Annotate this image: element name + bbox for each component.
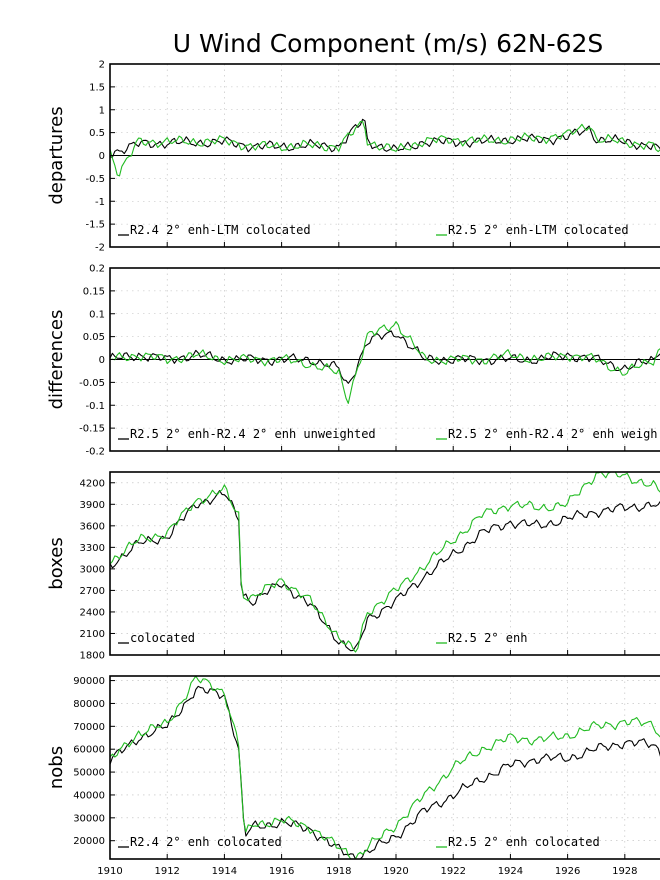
x-tick-label: 1920 <box>383 866 408 877</box>
legend-label: R2.5 2° enh <box>448 631 527 645</box>
x-tick-label: 1916 <box>269 866 294 877</box>
legend-label: R2.5 2° enh-LTM colocated <box>448 223 629 237</box>
y-tick-label: 0 <box>99 151 105 162</box>
y-tick-label: 1.5 <box>89 82 105 93</box>
legend-label: R2.4 2° enh-LTM colocated <box>130 223 311 237</box>
plot-frame <box>109 471 660 656</box>
series-line-a <box>109 685 660 860</box>
y-tick-label: -0.5 <box>85 174 105 185</box>
x-tick-label: 1926 <box>555 866 580 877</box>
panel-nobs: R2.4 2° enh colocated R2.5 2° enh colocat… <box>46 675 660 860</box>
y-tick-label: 2400 <box>80 607 105 618</box>
y-tick-label: 1 <box>99 105 105 116</box>
y-tick-label: 0.1 <box>89 309 105 320</box>
panel-differences: R2.5 2° enh-R2.4 2° enh unweighted R2.5 2… <box>46 264 660 458</box>
panel-boxes: colocated R2.5 2° enh 1800 2100 2400 2700 3000… <box>46 471 660 662</box>
series-line-a <box>109 118 660 158</box>
legend-label: R2.4 2° enh colocated <box>130 835 282 849</box>
y-tick-label: 60000 <box>73 745 105 756</box>
y-tick-label: -0.2 <box>85 447 105 458</box>
y-tick-label: -0.05 <box>79 378 105 389</box>
y-tick-label: 3000 <box>80 564 105 575</box>
series-line-b <box>109 675 660 860</box>
y-tick-label: 2 <box>99 60 105 71</box>
x-tick-label: 1912 <box>154 866 179 877</box>
y-tick-label: -1.5 <box>85 220 105 231</box>
y-tick-label: 2100 <box>80 629 105 640</box>
y-tick-label: 90000 <box>73 676 105 687</box>
chart-title: U Wind Component (m/s) 62N-62S <box>173 29 604 58</box>
y-tick-label: -1 <box>95 197 105 208</box>
y-tick-label: 0.05 <box>83 332 105 343</box>
y-tick-label: 1800 <box>80 651 105 662</box>
x-tick-label: 1910 <box>97 866 122 877</box>
y-tick-label: 2700 <box>80 586 105 597</box>
y-tick-label: 0.15 <box>83 286 105 297</box>
plot-frame <box>109 675 660 860</box>
x-tick-label: 1928 <box>612 866 637 877</box>
y-tick-label: 0.5 <box>89 128 105 139</box>
y-axis-label: differences <box>46 310 67 410</box>
series-line-a <box>109 330 660 384</box>
legend-label: R2.5 2° enh colocated <box>448 835 600 849</box>
y-tick-label: 30000 <box>73 813 105 824</box>
series-line-a <box>109 490 660 652</box>
x-tick-label: 1924 <box>498 866 523 877</box>
y-tick-label: 3900 <box>80 500 105 511</box>
y-tick-label: 80000 <box>73 699 105 710</box>
y-tick-label: -0.15 <box>79 424 105 435</box>
y-tick-label: 0.2 <box>89 264 105 275</box>
panels: R2.4 2° enh-LTM colocated R2.5 2° enh-LTM… <box>46 60 660 877</box>
y-tick-label: 70000 <box>73 722 105 733</box>
y-tick-label: 40000 <box>73 790 105 801</box>
y-tick-label: 3300 <box>80 543 105 554</box>
y-tick-label: 20000 <box>73 836 105 847</box>
y-tick-label: -0.1 <box>85 401 105 412</box>
y-tick-label: 4200 <box>80 478 105 489</box>
series-line-b <box>109 321 660 404</box>
series-line-b <box>109 471 660 653</box>
legend-label: R2.5 2° enh-R2.4 2° enh weigh <box>448 427 658 441</box>
y-axis-label: departures <box>46 106 67 204</box>
y-axis-label: nobs <box>46 746 67 789</box>
series-line-b <box>109 121 660 177</box>
legend-label: R2.5 2° enh-R2.4 2° enh unweighted <box>130 427 376 441</box>
panel-departures: R2.4 2° enh-LTM colocated R2.5 2° enh-LTM… <box>46 60 660 254</box>
x-tick-label: 1914 <box>212 866 237 877</box>
y-tick-label: 3600 <box>80 521 105 532</box>
x-tick-label: 1922 <box>440 866 465 877</box>
y-tick-label: 0 <box>99 355 105 366</box>
y-tick-label: 50000 <box>73 768 105 779</box>
legend-label: colocated <box>130 631 195 645</box>
y-axis-label: boxes <box>46 537 67 589</box>
x-tick-label: 1918 <box>326 866 351 877</box>
y-tick-label: -2 <box>95 243 105 254</box>
